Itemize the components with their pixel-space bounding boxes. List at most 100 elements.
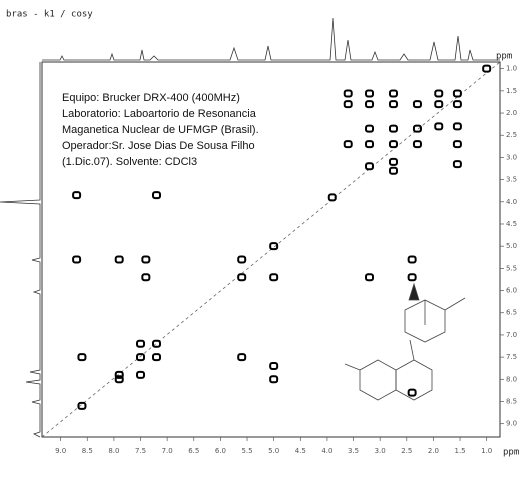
x-tick-label: 8.5	[82, 447, 93, 455]
cross-peak	[388, 140, 398, 149]
cross-peak	[114, 375, 124, 384]
x-tick-label: 1.5	[454, 447, 465, 455]
plot-frame	[41, 61, 501, 438]
cross-peak	[269, 273, 279, 282]
cross-peak	[434, 122, 444, 131]
x-tick-label: 5.5	[241, 447, 252, 455]
cross-peak	[412, 124, 422, 133]
cross-peak	[388, 89, 398, 98]
x-tick-label: 3.0	[375, 447, 386, 455]
annotation-line: (1.Dic.07). Solvente: CDCl3	[62, 156, 197, 168]
cross-peak	[434, 100, 444, 109]
y-tick-label: 8.5	[506, 397, 517, 405]
cross-peak	[136, 339, 146, 348]
cross-peak	[141, 255, 151, 264]
y-tick-label: 1.5	[506, 87, 517, 95]
cross-peak	[434, 89, 444, 98]
y-tick-label: 4.0	[506, 198, 517, 206]
x-tick-label: 6.5	[188, 447, 199, 455]
x-tick-label: 5.0	[268, 447, 279, 455]
cross-peak	[343, 140, 353, 149]
y-tick-label: 3.0	[506, 153, 517, 161]
cross-peak	[72, 191, 82, 200]
cross-peak	[365, 140, 375, 149]
cross-peak	[407, 273, 417, 282]
x-tick-label: 9.0	[55, 447, 66, 455]
cross-peak	[269, 242, 279, 251]
cross-peak	[407, 388, 417, 397]
cross-peak	[136, 353, 146, 362]
cross-peak	[152, 339, 161, 348]
cross-peak	[365, 162, 375, 171]
cross-peak	[452, 100, 462, 109]
y-tick-label: 6.5	[506, 309, 517, 317]
x-tick-label: 4.0	[321, 447, 332, 455]
cross-peak	[114, 255, 124, 264]
y-tick-label: 3.5	[506, 176, 517, 184]
y-tick-label: 5.5	[506, 264, 517, 272]
cross-peak	[343, 100, 353, 109]
annotation: Equipo: Brucker DRX-400 (400MHz) Laborat…	[62, 92, 259, 168]
cross-peak	[388, 124, 398, 133]
cross-peak	[388, 166, 398, 175]
y-tick-label: 8.0	[506, 375, 517, 383]
cross-peak	[141, 273, 151, 282]
x-tick-label: 3.5	[348, 447, 359, 455]
cross-peak	[114, 370, 124, 379]
cross-peak	[72, 255, 82, 264]
y-tick-label: 5.0	[506, 242, 517, 250]
cross-peak	[237, 353, 247, 362]
y-tick-label: 4.5	[506, 220, 517, 228]
annotation-line: Laboratorio: Laboartorio de Resonancia	[62, 108, 257, 120]
cross-peak	[365, 124, 375, 133]
y-tick-label: 2.5	[506, 131, 517, 139]
y-tick-label: 1.0	[506, 65, 517, 73]
x-tick-label: 2.0	[428, 447, 439, 455]
cross-peak	[412, 140, 422, 149]
cross-peak	[365, 273, 375, 282]
x-tick-label: 8.0	[108, 447, 119, 455]
x-tick-label: 6.0	[215, 447, 226, 455]
cross-peak	[237, 255, 247, 264]
cross-peak	[343, 89, 353, 98]
cross-peak	[407, 255, 417, 264]
cross-peak	[327, 193, 337, 202]
x-axis-label: ppm	[503, 448, 519, 458]
cross-peak	[412, 100, 422, 109]
y-tick-label: 9.0	[506, 420, 517, 428]
x-tick-label: 4.5	[295, 447, 306, 455]
cross-peak	[77, 353, 87, 362]
x-tick-label: 7.0	[162, 447, 173, 455]
cross-peak	[152, 353, 161, 362]
cross-peak	[388, 157, 398, 166]
cross-peak	[237, 273, 247, 282]
cross-peak	[365, 89, 375, 98]
cross-peak	[77, 401, 87, 410]
cross-peak	[136, 370, 146, 379]
cross-peak	[452, 89, 462, 98]
cross-peak	[452, 122, 462, 131]
x-tick-label: 2.5	[401, 447, 412, 455]
y-tick-label: 6.0	[506, 287, 517, 295]
y-axis-label: ppm	[496, 52, 512, 62]
chart-title: bras - k1 / cosy	[6, 10, 93, 20]
left-projection	[0, 62, 41, 438]
cross-peak	[452, 160, 462, 169]
annotation-line: Maganetica Nuclear de UFMGP (Brasil).	[62, 124, 259, 136]
cross-peak	[269, 361, 279, 370]
y-tick-label: 7.5	[506, 353, 517, 361]
y-tick-label: 2.0	[506, 109, 517, 117]
annotation-line: Operador:Sr. Jose Dias De Sousa Filho	[62, 140, 255, 152]
cross-peak	[388, 100, 398, 109]
x-tick-label: 7.5	[135, 447, 146, 455]
annotation-line: Equipo: Brucker DRX-400 (400MHz)	[62, 92, 240, 104]
cross-peak	[152, 191, 161, 200]
molecule	[344, 282, 466, 401]
cross-peak	[482, 64, 492, 73]
cross-peak	[365, 100, 375, 109]
cross-peak	[269, 375, 279, 384]
top-projection	[42, 17, 500, 61]
x-tick-label: 1.0	[481, 447, 492, 455]
y-tick-label: 7.0	[506, 331, 517, 339]
